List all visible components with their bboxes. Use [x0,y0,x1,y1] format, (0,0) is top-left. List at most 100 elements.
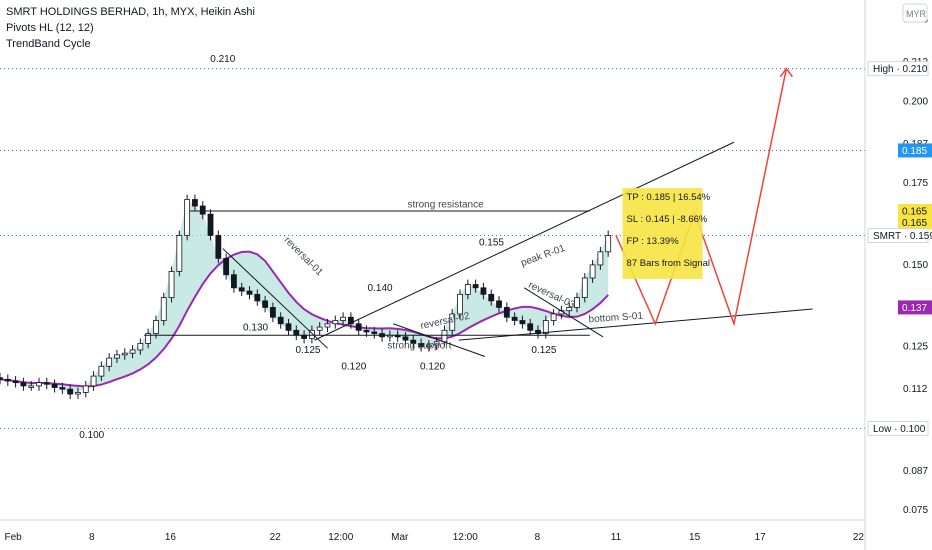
candle [589,264,596,279]
candle [231,274,237,289]
candle [574,297,580,308]
candle [59,387,66,390]
candle [12,380,19,384]
annotation-label: bottom S-01 [588,311,644,326]
candle [542,320,549,334]
trend-line-segment [523,287,604,338]
candle [363,329,370,333]
candle [51,383,58,388]
candle [340,316,346,321]
candle [550,313,557,321]
trend-cloud [0,199,609,395]
candle [581,277,588,299]
price-tick: 0.125 [903,342,928,353]
price-axis[interactable]: 0.2250.2120.2000.1870.1750.1620.1500.137… [864,0,932,550]
time-tick: 8 [535,532,541,543]
projection-arrow [779,67,793,78]
annotation-label: strong support [387,340,451,351]
pivot-label: 0.125 [295,345,320,356]
candle [527,323,534,331]
time-tick: 12:00 [328,532,353,543]
candle [402,336,409,341]
pivot-label: 0.210 [210,54,235,65]
candle [316,326,323,331]
candle [199,205,206,215]
price-badge [898,203,932,218]
time-tick: Mar [391,532,409,543]
candle [605,235,612,253]
time-tick: 22 [853,532,865,543]
candle [511,316,518,321]
candle [207,213,214,236]
indicator-pivots[interactable]: Pivots HL (12, 12) [6,22,94,34]
pivot-label: 0.125 [531,345,556,356]
candle [129,349,136,354]
candle [36,382,42,387]
candle [480,287,487,295]
price-badge-label: 0.185 [902,146,927,157]
indicator-trendband[interactable]: TrendBand Cycle [6,38,91,50]
candle [114,354,120,359]
candle [496,300,502,308]
time-axis[interactable]: Feb 8 16 22 12:00 Mar 12:00 8 11 15 17 22 [0,519,865,543]
candle [20,382,27,387]
candle [270,307,276,318]
candle [597,251,604,266]
price-badge-label: SMRT · 0.159 [873,231,932,242]
currency-label: MYR [906,9,927,19]
time-tick: 16 [165,532,177,543]
candle [277,316,284,325]
candle [192,199,198,207]
candle [168,271,175,299]
price-badge-label: 0.137 [902,303,927,314]
candle [121,352,128,356]
candle [464,284,471,295]
candle [355,323,362,331]
pivot-label: 0.155 [479,237,504,248]
time-tick: 22 [270,532,282,543]
signal-line: FP : 13.39% [627,236,680,247]
candle [418,342,424,348]
price-badge [867,420,929,436]
candle [184,199,191,236]
candle [410,339,417,344]
candle [347,316,354,325]
price-badge-label: High · 0.210 [873,64,928,75]
candle [449,313,456,331]
dotted-levels [0,68,865,429]
price-badge-label: 0.165 [902,218,927,229]
price-badge [867,61,929,77]
candle [28,385,35,388]
price-tick: 0.200 [903,96,928,107]
price-tick: 0.112 [903,384,928,395]
candle [457,293,463,315]
pivot-label: 0.120 [420,362,445,373]
time-tick: 15 [689,532,701,543]
candle [324,323,331,328]
signal-box-bg [622,188,703,279]
annotation-label: reversal-01 [282,235,325,278]
trend-line-segment [222,248,328,349]
candle [43,382,50,385]
candle [90,375,97,387]
candle [308,329,315,339]
chart-legend: SMRT HOLDINGS BERHAD, 1h, MYX, Heikin As… [6,4,255,52]
currency-box [902,3,928,23]
candle [160,297,167,321]
time-tick: 11 [611,532,622,543]
annotation-label: strong resistance [408,200,485,211]
time-tick: Feb [4,532,22,543]
pivot-labels: 0.210 0.155 0.140 0.130 0.125 0.120 0.120 0.125… [79,54,557,441]
trend-line-segment [458,308,813,341]
time-tick: 8 [89,532,95,543]
candle [145,333,152,344]
price-tick: 0.175 [903,178,928,189]
price-badge [898,215,932,230]
candle [566,307,573,312]
chart-title[interactable]: SMRT HOLDINGS BERHAD, 1h, MYX, Heikin As… [6,6,255,18]
candle [332,320,339,325]
candle [82,385,89,393]
candle [67,388,74,395]
candle [246,290,253,295]
